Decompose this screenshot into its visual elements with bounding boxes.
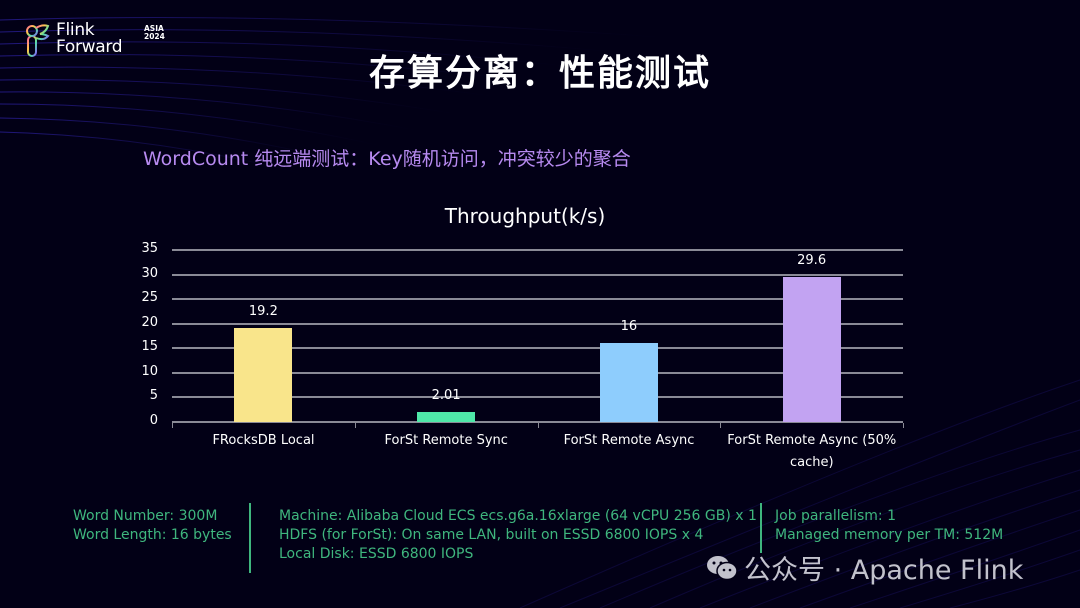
footer-dataset-info: Word Number: 300M Word Length: 16 bytes <box>73 507 232 545</box>
gridline <box>172 249 903 251</box>
footer-line: Word Length: 16 bytes <box>73 527 232 543</box>
chart-title: Throughput(k/s) <box>444 204 606 228</box>
flink-forward-logo: Flink Forward ASIA 2024 <box>26 20 165 58</box>
page-title: 存算分离：性能测试 <box>368 53 711 94</box>
gridline <box>172 322 903 325</box>
footer-line: Word Number: 300M <box>73 508 218 524</box>
x-category-label: ForSt Remote Async (50% cache) <box>727 433 897 470</box>
y-tick-label: 15 <box>141 339 158 355</box>
x-tick <box>537 423 539 428</box>
footer-machine-info: Machine: Alibaba Cloud ECS ecs.g6a.16xla… <box>279 507 757 564</box>
y-tick-label: 5 <box>149 388 158 404</box>
bar <box>417 412 476 422</box>
footer-divider <box>249 503 251 573</box>
bar <box>782 276 841 422</box>
x-axis-line <box>172 421 903 423</box>
footer-line: Job parallelism: 1 <box>775 508 897 524</box>
watermark: 公众号 · Apache Flink <box>706 548 1023 587</box>
logo-tag-year: 2024 <box>144 32 165 41</box>
footer-line: Local Disk: ESSD 6800 IOPS <box>279 546 474 562</box>
y-tick-label: 25 <box>141 290 158 306</box>
watermark-text: 公众号 · Apache Flink <box>744 555 1024 586</box>
y-tick-label: 30 <box>141 265 158 281</box>
bar-value-label: 2.01 <box>431 388 461 404</box>
logo-line2: Forward <box>56 37 123 57</box>
gridline <box>172 298 903 301</box>
logo-tag: ASIA 2024 <box>144 25 165 41</box>
gridline <box>172 347 903 350</box>
x-tick <box>354 423 356 428</box>
logo-line1: Flink <box>56 20 95 40</box>
y-tick-label: 10 <box>141 363 158 379</box>
y-tick-label: 35 <box>141 241 158 256</box>
footer-line: Managed memory per TM: 512M <box>775 527 1004 543</box>
flink-logo-icon <box>26 24 50 57</box>
x-tick <box>172 423 173 428</box>
bar <box>234 327 293 422</box>
footer-line: Machine: Alibaba Cloud ECS ecs.g6a.16xla… <box>279 508 757 524</box>
x-category-label: FRocksDB Local <box>212 433 315 448</box>
bar-value-label: 16 <box>620 319 638 335</box>
logo-tag-asia: ASIA <box>144 24 164 33</box>
y-tick-label: 20 <box>141 314 158 330</box>
gridline <box>172 371 903 374</box>
subtitle: WordCount 纯远端测试：Key随机访问，冲突较少的聚合 <box>143 148 631 170</box>
x-tick <box>903 423 904 428</box>
x-tick <box>720 423 722 428</box>
bar <box>599 343 658 422</box>
x-category-label: ForSt Remote Async <box>563 433 695 448</box>
footer-job-info: Job parallelism: 1 Managed memory per TM… <box>775 507 1003 545</box>
x-category-label: ForSt Remote Sync <box>384 433 508 448</box>
wechat-icon <box>707 555 738 580</box>
gridline <box>172 396 903 399</box>
bar-value-label: 29.6 <box>797 252 827 268</box>
gridline <box>172 273 903 276</box>
footer-divider <box>760 503 762 553</box>
y-tick-label: 0 <box>149 413 158 428</box>
bar-value-label: 19.2 <box>248 303 278 319</box>
footer-line: HDFS (for ForSt): On same LAN, built on … <box>279 527 704 543</box>
